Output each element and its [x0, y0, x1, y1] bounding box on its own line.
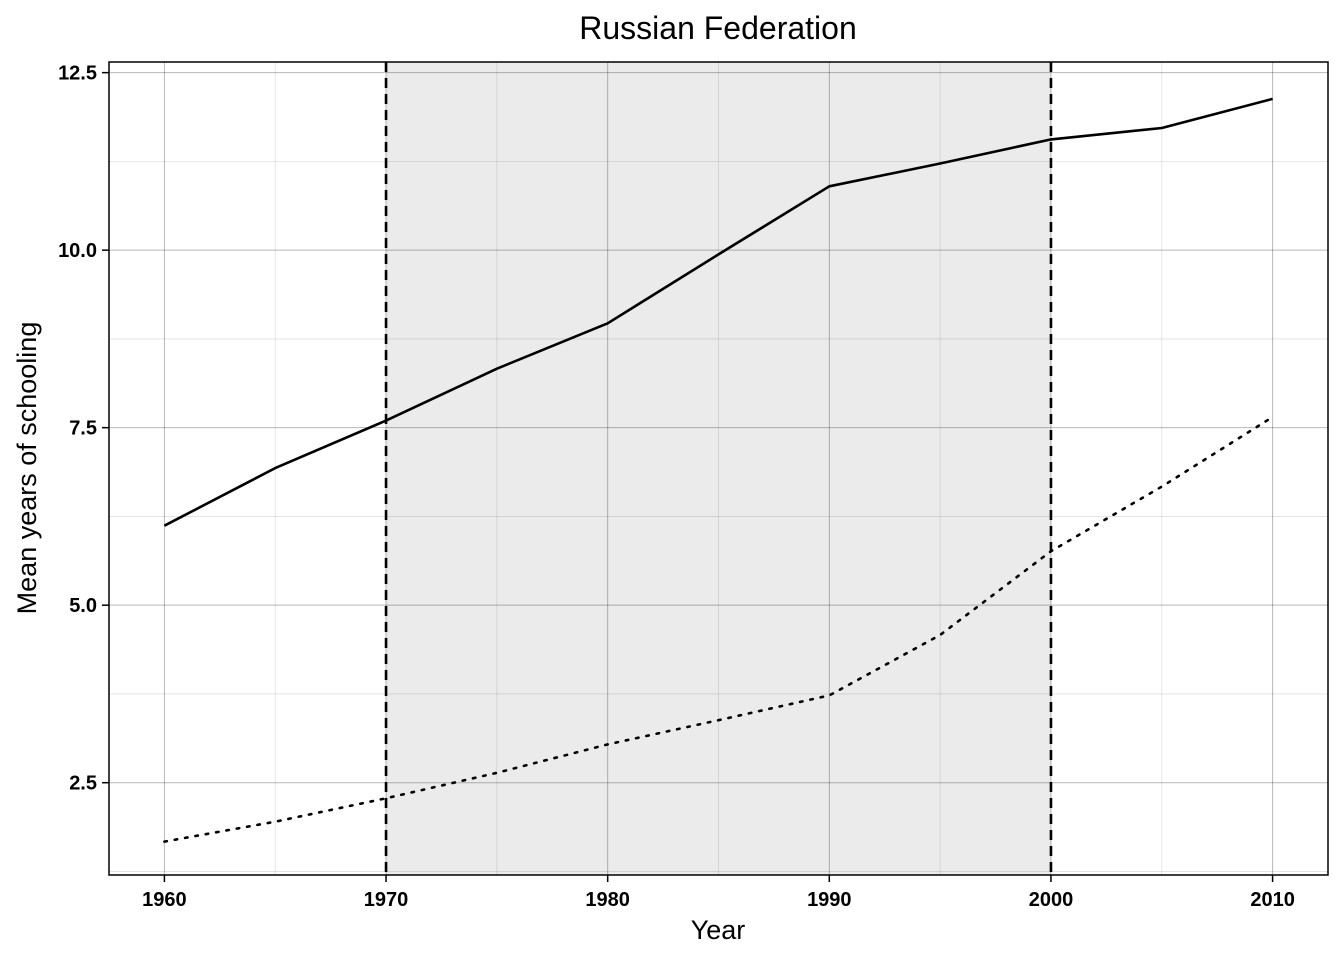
x-tick-label: 2000	[1029, 889, 1074, 911]
y-tick-label: 7.5	[69, 418, 97, 440]
x-tick-label: 1970	[364, 889, 409, 911]
shaded-region-layer	[386, 62, 1051, 875]
x-axis-title: Year	[691, 915, 746, 945]
x-tick-label: 1990	[807, 889, 852, 911]
y-tick-label: 10.0	[58, 240, 97, 262]
y-axis-title: Mean years of schooling	[12, 322, 42, 615]
shaded-region	[386, 62, 1051, 875]
dotted-series-line	[163, 415, 1274, 843]
solid-series-line	[163, 97, 1273, 527]
plot-frame	[108, 61, 1329, 876]
chart-title: Russian Federation	[579, 10, 856, 46]
x-tick-label: 1980	[585, 889, 630, 911]
x-tick-label: 2010	[1250, 889, 1295, 911]
series-layer	[163, 97, 1274, 843]
tick-layer: 1960 1970 1980 1990 2000 2010 2.5 5.0 7.5 10.0 12.…	[58, 63, 1295, 911]
x-tick-label: 1960	[142, 889, 187, 911]
y-tick-label: 5.0	[69, 595, 97, 617]
y-tick-label: 12.5	[58, 63, 97, 85]
reference-lines-layer	[384, 62, 1053, 875]
y-tick-label: 2.5	[69, 773, 97, 795]
grid-layer	[109, 62, 1328, 875]
